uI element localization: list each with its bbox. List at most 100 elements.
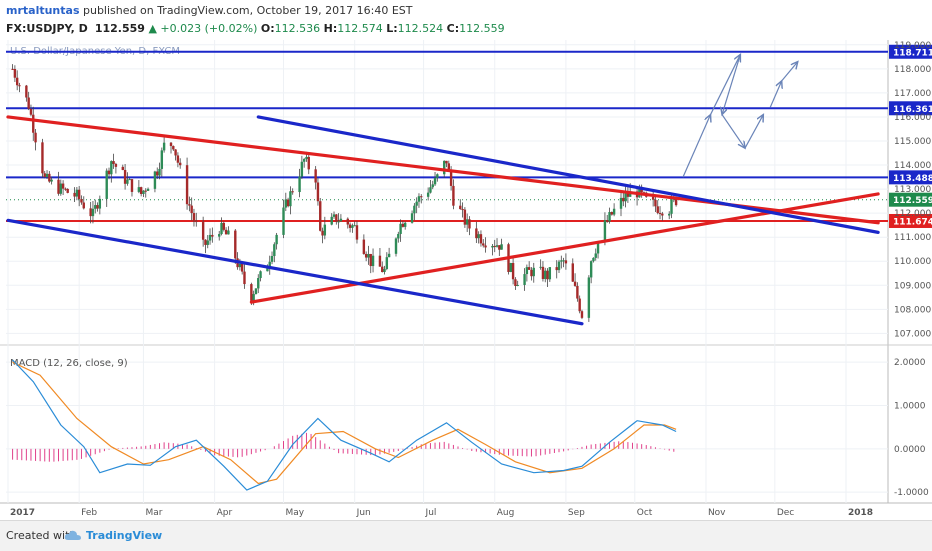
macd-pane[interactable]: MACD (12, 26, close, 9) [10,358,677,491]
candle-body [273,244,276,257]
candle-body [201,222,205,240]
candle-body [238,263,242,268]
macd-axis[interactable]: 2.0000 1.0000 0.0000 -1.0000 [894,358,929,498]
candle-body [403,222,407,227]
time-tick-label: May [286,508,305,518]
candle-body [383,268,386,272]
trendline-blue-channel-lower[interactable] [6,218,584,326]
last-price: 112.559 [94,22,145,35]
candle-body [195,220,198,223]
level-price-label: 113.488 [893,174,932,184]
time-tick-label: Jun [356,508,371,518]
candle-body [252,294,255,301]
candle-body [555,267,558,271]
candle-body [394,238,398,254]
candle-body [41,142,44,174]
candle-body [479,234,483,244]
candle-body [268,261,271,268]
candle-body [562,260,565,262]
candle-body [137,187,141,192]
chart-area[interactable]: U.S. Dollar/Japanese Yen, D, FXCM 118.71… [0,40,932,520]
candle-body [468,219,471,229]
candle-body [190,205,193,214]
candles [11,64,678,322]
projection-arrow[interactable] [781,62,798,82]
candle-body [123,169,127,184]
candle-body [291,191,294,193]
candle-body [339,218,343,222]
projection-arrows[interactable] [682,54,798,178]
symbol-label: FX:USDJPY, D [6,22,88,35]
candle-body [463,209,467,225]
time-tick-label: Mar [145,508,162,518]
candle-body [445,160,448,164]
projection-arrow[interactable] [710,54,741,115]
price-tick-label: 113.000 [894,185,931,195]
projection-arrow[interactable] [769,81,781,108]
candle-body [596,241,600,254]
candle-body [498,245,501,250]
candle-body [410,213,414,223]
candle-body [80,199,83,203]
candle-body [323,224,327,236]
candle-body [397,233,400,239]
candle-body [275,234,278,245]
tradingview-brand[interactable]: TradingView [86,529,163,542]
time-tick-label: Oct [637,508,653,518]
candle-body [89,208,92,217]
time-tick-label: 2018 [848,508,873,518]
symbol-info: FX:USDJPY, D 112.559 ▲ +0.023 (+0.02%) O… [6,22,505,35]
candle-body [185,165,189,205]
candle-body [670,199,673,214]
candle-body [96,205,99,209]
candle-body [43,173,46,177]
projection-arrow[interactable] [721,114,745,149]
trendlines[interactable] [6,115,880,326]
candle-body [449,169,453,186]
time-tick-label: Apr [217,508,233,518]
candle-body [387,253,391,258]
candle-body [355,225,359,240]
candle-body [346,218,349,225]
candle-body [500,244,503,250]
level-price-tag [889,101,932,116]
candle-body [674,198,678,206]
candle-body [546,270,549,280]
candle-body [208,234,212,241]
candle-body [250,284,253,301]
candle-body [539,266,542,268]
candle-body [413,205,416,214]
projection-arrow[interactable] [682,115,711,178]
candle-body [353,225,356,227]
candle-body [401,223,405,227]
macd-tick-label: 0.0000 [894,445,926,455]
candle-body [580,311,584,318]
candle-body [578,298,581,312]
trendline-blue-channel-upper[interactable] [256,115,880,234]
projection-arrow[interactable] [744,115,763,149]
candle-body [654,199,657,207]
candle-body [330,216,333,225]
candle-body [220,222,223,235]
time-axis[interactable]: 2017 Feb Mar Apr May Jun Jul Aug Sep Oct Nov Dec 201… [10,508,873,518]
candle-body [32,114,35,133]
candle-body [495,245,499,247]
author-link[interactable]: mrtaltuntas [6,4,80,17]
horizontal-levels[interactable]: 118.711 116.361 113.488 111.674 112.559 [6,44,932,228]
candle-body [50,179,53,182]
candle-body [560,260,563,262]
close-label: C: [446,22,460,35]
candle-body [107,170,111,175]
candle-body [25,85,28,98]
price-axis[interactable]: 107.000 108.000 109.000 110.000 111.000 112.0… [894,41,931,340]
candle-body [158,168,161,176]
candle-body [257,278,260,289]
candle-body [527,267,531,270]
candle-body [234,230,237,259]
candle-body [443,160,446,175]
candle-body [509,262,512,272]
chart-header: mrtaltuntas published on TradingView.com… [0,0,932,44]
candle-body [544,270,547,279]
candle-body [142,190,145,194]
projection-arrow[interactable] [722,54,741,114]
